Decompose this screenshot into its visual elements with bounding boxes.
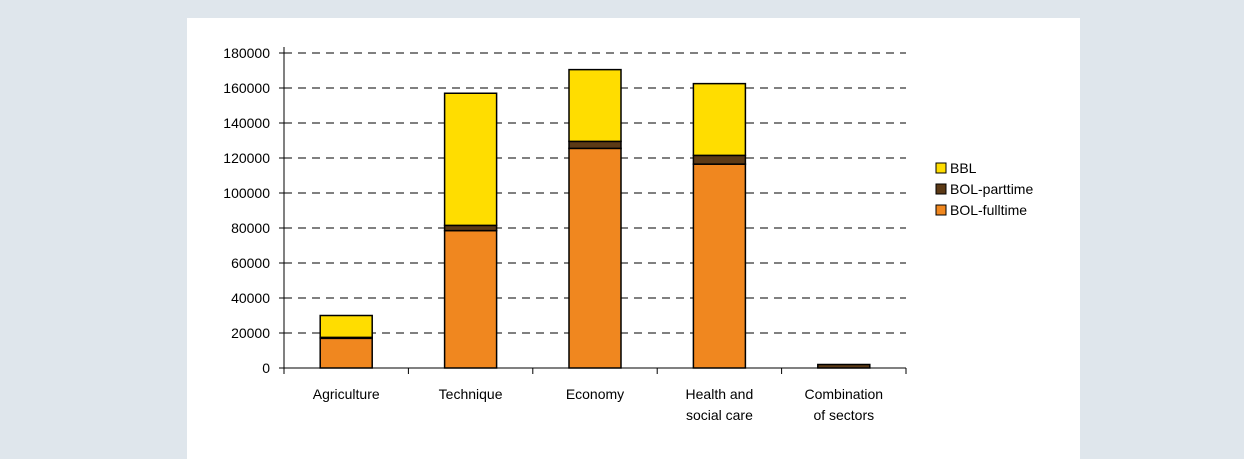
y-tick-labels: 0 20000 40000 60000 80000 100000 120000 140000 1… [223,45,270,376]
legend-label-bbl: BBL [950,160,977,176]
y-tick-label: 120000 [223,150,270,166]
y-tick-label: 40000 [231,290,270,306]
x-tick-label: Economy [566,386,624,402]
y-tick-label: 20000 [231,325,270,341]
y-tick-label: 60000 [231,255,270,271]
bar-segment-bbl [443,92,498,227]
bar-segment-bol-fulltime [443,229,498,369]
x-tick-labels: Agriculture Technique Economy Health and soc… [313,386,883,423]
bar-segment-bol-parttime [568,140,622,150]
legend-swatch-bol-parttime [935,183,947,195]
bar-segment-bol-fulltime [568,147,622,369]
bar-segment-bbl [692,82,747,157]
x-tick-label: Agriculture [313,386,380,402]
bar-segment-bol-parttime [817,363,871,369]
axes [279,47,907,374]
bar-segment-bol-parttime [692,154,747,165]
x-tick-label: Technique [439,386,503,402]
y-tick-label: 160000 [223,80,270,96]
bar-segment-bol-fulltime [692,163,747,369]
chart-panel: 0 20000 40000 60000 80000 100000 120000 140000 1… [187,18,1080,459]
x-tick-label: Health and [686,386,754,402]
bar-segment-bbl [319,314,373,339]
legend-label-bol-fulltime: BOL-fulltime [950,202,1027,218]
x-tick-label: social care [686,407,753,423]
y-tick-label: 140000 [223,115,270,131]
legend: BBL BOL-parttime BOL-fulltime [935,160,1033,218]
bar-segment-bol-parttime [443,224,498,232]
x-tick-label: Combination [804,386,883,402]
y-tick-label: 100000 [223,185,270,201]
legend-label-bol-parttime: BOL-parttime [950,181,1033,197]
bar-segment-bol-fulltime [319,337,373,369]
y-tick-label: 0 [262,360,270,376]
x-tick-label: of sectors [813,407,874,423]
y-tick-label: 80000 [231,220,270,236]
legend-swatch-bbl [935,162,947,174]
y-tick-label: 180000 [223,45,270,61]
bar-segment-bbl [568,68,622,143]
stacked-bar-chart: 0 20000 40000 60000 80000 100000 120000 140000 1… [223,45,1033,423]
bars [319,68,871,369]
legend-swatch-bol-fulltime [935,204,947,216]
